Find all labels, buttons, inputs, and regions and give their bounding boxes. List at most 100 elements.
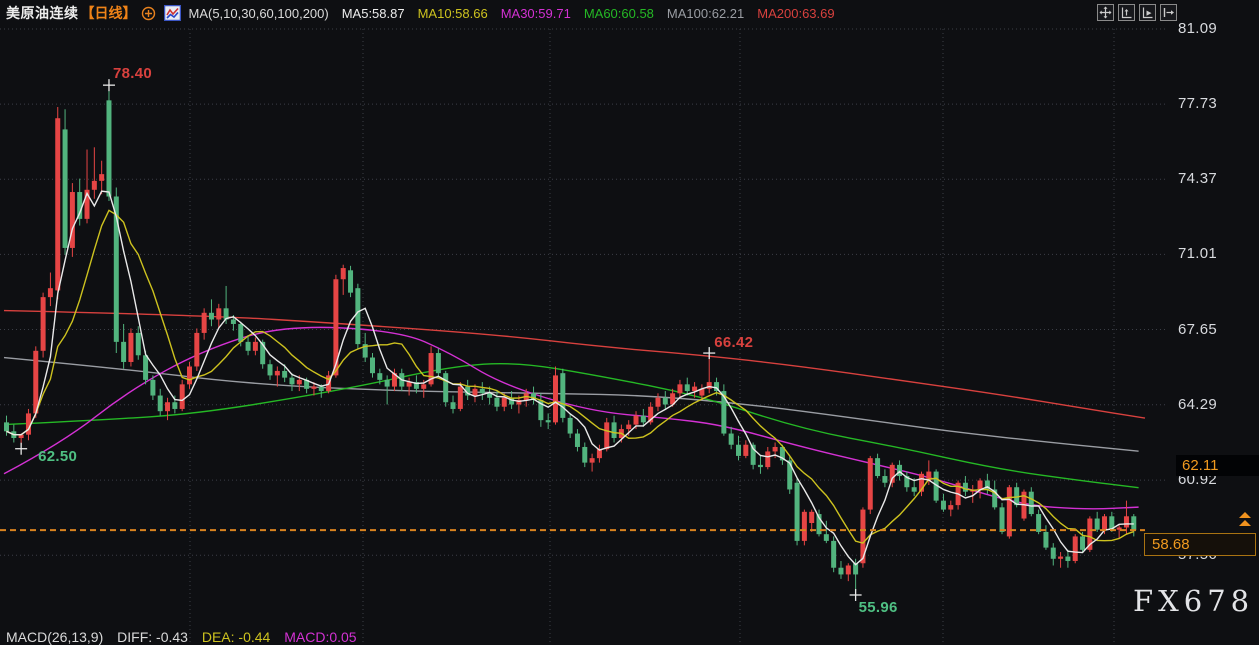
candle	[40, 292, 46, 358]
candle	[538, 393, 544, 427]
price-annotation-early-low: 62.50	[38, 447, 78, 465]
candle	[911, 478, 917, 497]
candle	[677, 379, 683, 398]
candle	[809, 509, 815, 532]
candle	[567, 413, 573, 439]
axis-play-button[interactable]	[1139, 4, 1156, 21]
candle	[1043, 525, 1049, 550]
candle	[406, 377, 412, 396]
move-tool-button[interactable]	[1097, 4, 1114, 21]
macd-params-label[interactable]: MACD(26,13,9)	[6, 629, 104, 645]
candle	[1028, 487, 1034, 517]
candle	[84, 149, 90, 224]
axis-tick-label: 81.09	[1178, 20, 1218, 37]
step-forward-button[interactable]	[1160, 4, 1177, 21]
candle	[435, 348, 441, 378]
candle	[779, 444, 785, 465]
ma-settings-label[interactable]: MA(5,10,30,60,100,200)	[188, 5, 329, 21]
candle	[135, 326, 141, 360]
candle	[370, 353, 375, 378]
candle	[1116, 525, 1122, 539]
candle	[1014, 482, 1020, 508]
candle	[428, 346, 434, 387]
candle	[348, 265, 354, 298]
candle	[362, 332, 368, 362]
candle	[1087, 516, 1093, 553]
ma10-value: MA10:58.66	[417, 5, 488, 21]
step-forward-icon	[1163, 8, 1174, 17]
candle	[99, 160, 105, 195]
candle	[728, 426, 734, 450]
candle	[867, 455, 873, 515]
axis-play-icon	[1142, 7, 1153, 19]
candle	[582, 442, 588, 468]
candle	[1050, 543, 1056, 566]
candle	[845, 563, 851, 582]
candle	[919, 471, 924, 497]
ma10-line	[6, 209, 1135, 544]
extreme-cross-marker	[703, 347, 716, 360]
candle	[106, 89, 112, 201]
candle	[999, 502, 1005, 535]
price-annotation-rebound-high: 66.42	[714, 334, 754, 352]
ma60-value: MA60:60.58	[583, 5, 654, 21]
candle	[121, 323, 127, 369]
candle	[208, 299, 214, 327]
candle	[187, 361, 192, 389]
candle	[560, 368, 566, 423]
candle	[794, 478, 800, 546]
candle	[472, 384, 478, 403]
candle	[897, 460, 903, 481]
candle	[150, 375, 156, 401]
axis-tick-label: 74.37	[1178, 170, 1218, 188]
candle	[165, 397, 171, 421]
candle	[457, 382, 463, 412]
candle	[55, 107, 61, 300]
candle	[201, 308, 207, 340]
axis-scale-up-button[interactable]	[1118, 4, 1135, 21]
jump-to-latest-icon[interactable]	[1237, 511, 1253, 534]
candle	[1072, 534, 1078, 564]
candle	[1058, 552, 1064, 568]
period-label[interactable]: 【日线】	[80, 5, 137, 21]
candle	[391, 368, 397, 392]
extreme-cross-marker	[15, 442, 28, 455]
candle	[684, 377, 690, 396]
candle	[143, 350, 149, 385]
candle	[1094, 511, 1100, 532]
candle	[384, 375, 390, 405]
candle	[282, 364, 288, 383]
candle	[333, 274, 339, 378]
macd-pane-header: MACD(26,13,9) DIFF: -0.43 DEA: -0.44 MAC…	[6, 629, 367, 645]
candle	[340, 264, 346, 295]
candle	[838, 561, 844, 579]
candle	[692, 382, 698, 398]
candle	[655, 393, 661, 412]
candle	[662, 391, 668, 409]
kline-chart-icon[interactable]	[163, 5, 181, 21]
extreme-cross-marker	[102, 79, 115, 92]
candle	[743, 440, 749, 459]
price-annotation-peak-high: 78.40	[112, 65, 153, 83]
candle	[648, 402, 654, 425]
fx678-watermark: FX678	[1133, 584, 1255, 618]
candle	[940, 493, 946, 512]
macd-value: MACD:0.05	[284, 629, 357, 645]
candle	[443, 370, 449, 407]
candle	[992, 480, 998, 510]
candle	[1123, 500, 1129, 535]
candle	[91, 147, 97, 199]
add-compare-icon[interactable]	[141, 6, 156, 21]
ma100-axis-tag: 62.11	[1176, 455, 1259, 477]
price-annotation-bottom-low: 55.96	[858, 598, 898, 616]
candle	[1036, 509, 1042, 535]
ma100-line	[3, 356, 1139, 452]
candle	[831, 536, 837, 573]
candle	[721, 384, 727, 436]
candle	[25, 408, 31, 441]
candle	[670, 388, 676, 407]
axis-tick-label: 71.01	[1178, 245, 1218, 263]
move-tool-icon	[1099, 6, 1112, 19]
candle	[1131, 514, 1137, 537]
